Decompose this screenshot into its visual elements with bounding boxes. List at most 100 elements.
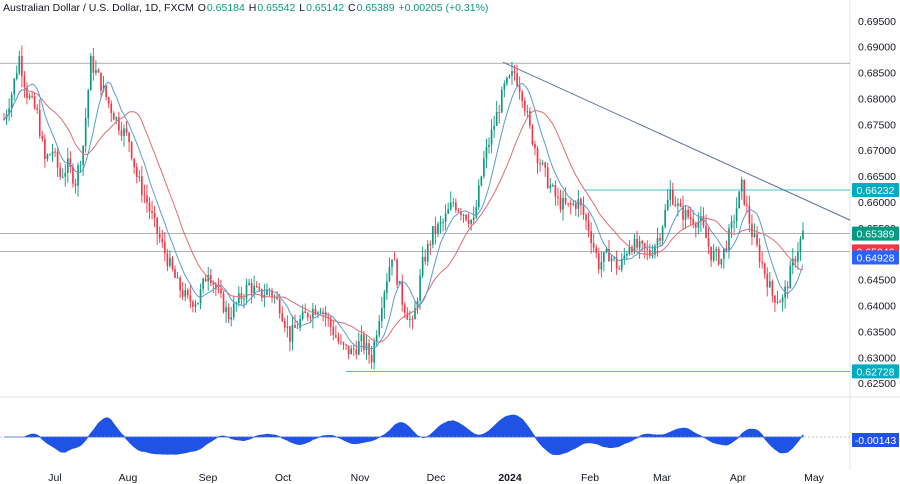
candle-body bbox=[220, 289, 222, 294]
candle-body bbox=[477, 185, 480, 208]
candle-body bbox=[77, 165, 79, 186]
y-tick-label: 0.67000 bbox=[858, 145, 896, 157]
candle-body bbox=[79, 164, 82, 166]
candle-body bbox=[10, 94, 13, 109]
y-tick-label: 0.63000 bbox=[858, 352, 896, 364]
last-price-badge: 0.65389 bbox=[857, 229, 895, 241]
candle-body bbox=[243, 298, 245, 300]
candle-body bbox=[421, 256, 424, 276]
y-tick-label: 0.69500 bbox=[858, 16, 896, 28]
candle-body bbox=[689, 216, 692, 219]
candle-body bbox=[771, 281, 774, 296]
candle-body bbox=[258, 286, 261, 290]
candle-body bbox=[215, 284, 217, 289]
candle-body bbox=[125, 128, 128, 133]
level-badge-bg bbox=[852, 182, 899, 197]
candle-body bbox=[176, 277, 179, 279]
candle-body bbox=[638, 241, 641, 248]
candle-body bbox=[753, 234, 756, 237]
candle-body bbox=[774, 295, 776, 303]
candle-body bbox=[174, 269, 176, 278]
candle-body bbox=[363, 334, 365, 350]
candle-body bbox=[643, 243, 646, 249]
candle-body bbox=[424, 256, 427, 262]
candle-body bbox=[335, 335, 337, 338]
candle-body bbox=[503, 83, 506, 90]
x-tick-label: Sep bbox=[199, 472, 218, 484]
candle-body bbox=[462, 214, 465, 216]
open-value: 0.65184 bbox=[206, 2, 245, 14]
candle-body bbox=[758, 244, 761, 262]
candle-body bbox=[306, 313, 309, 318]
candle-body bbox=[230, 317, 233, 320]
high-label: H bbox=[248, 2, 257, 14]
candle-body bbox=[82, 145, 84, 165]
candle-body bbox=[199, 288, 202, 303]
candle-body bbox=[38, 109, 41, 137]
candle-body bbox=[669, 189, 672, 200]
candle-body bbox=[115, 117, 118, 120]
candle-body bbox=[222, 293, 225, 312]
candle-body bbox=[797, 252, 799, 262]
candle-body bbox=[649, 249, 651, 257]
candle-body bbox=[375, 335, 378, 342]
candle-body bbox=[664, 209, 666, 227]
candle-body bbox=[572, 203, 575, 205]
low-label: L bbox=[299, 2, 306, 14]
candle-body bbox=[559, 197, 562, 210]
candle-body bbox=[740, 179, 743, 192]
y-tick-label: 0.69000 bbox=[858, 42, 896, 54]
candle-body bbox=[56, 151, 59, 168]
candle-body bbox=[641, 241, 644, 244]
oscillator-badge: -0.00143 bbox=[855, 435, 897, 447]
y-tick-label: 0.63500 bbox=[858, 326, 896, 338]
candle-body bbox=[314, 308, 317, 315]
candle-body bbox=[342, 342, 345, 345]
ma-fast-badge-bg bbox=[852, 250, 899, 265]
candle-body bbox=[128, 132, 130, 143]
candle-body bbox=[597, 253, 600, 270]
candle-body bbox=[391, 259, 393, 268]
candle-body bbox=[398, 280, 401, 285]
x-tick-label: Jul bbox=[48, 472, 61, 484]
candle-body bbox=[18, 56, 21, 74]
candle-body bbox=[671, 189, 674, 205]
candle-body bbox=[166, 253, 169, 266]
candle-body bbox=[227, 307, 230, 320]
candle-body bbox=[419, 275, 421, 301]
candle-body bbox=[31, 95, 33, 97]
candle-body bbox=[271, 290, 273, 297]
candle-body bbox=[498, 112, 501, 114]
candle-body bbox=[360, 334, 363, 342]
candle-body bbox=[156, 217, 158, 234]
candle-body bbox=[470, 219, 472, 224]
candle-body bbox=[707, 238, 710, 247]
y-tick-label: 0.68000 bbox=[858, 93, 896, 105]
candle-body bbox=[666, 199, 669, 210]
candle-body bbox=[608, 248, 610, 262]
candle-body bbox=[15, 73, 18, 79]
candle-body bbox=[511, 71, 513, 76]
candle-body bbox=[580, 198, 582, 206]
candle-body bbox=[546, 167, 549, 188]
candle-body bbox=[730, 221, 733, 229]
candle-body bbox=[789, 265, 792, 289]
x-tick-label: Dec bbox=[427, 472, 446, 484]
x-tick-label: Apr bbox=[730, 472, 747, 484]
change-value: +0.00205 (+0.31%) bbox=[398, 2, 489, 14]
candle-body bbox=[705, 225, 707, 239]
candle-body bbox=[518, 85, 521, 93]
candle-body bbox=[388, 267, 391, 282]
level-badge-low-bg bbox=[852, 364, 899, 379]
candle-body bbox=[296, 327, 299, 329]
candle-body bbox=[682, 206, 684, 220]
candle-body bbox=[13, 78, 16, 95]
candle-body bbox=[595, 247, 598, 254]
candle-body bbox=[383, 292, 386, 309]
candle-body bbox=[87, 90, 90, 119]
candle-body bbox=[189, 295, 192, 302]
candle-body bbox=[585, 214, 587, 221]
candle-body bbox=[357, 341, 360, 355]
candle-body bbox=[434, 226, 437, 234]
